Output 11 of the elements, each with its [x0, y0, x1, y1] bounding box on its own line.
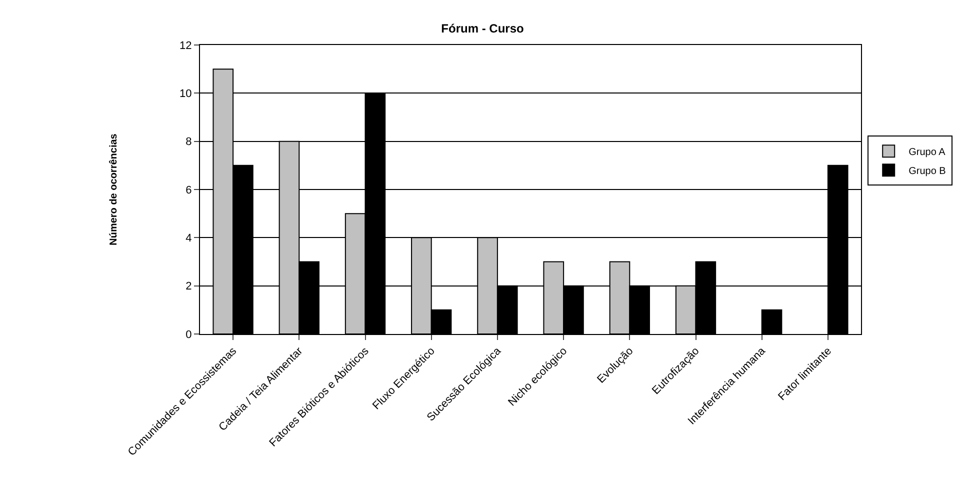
y-tick-label: 2: [186, 280, 192, 293]
y-tick-label: 10: [180, 88, 192, 100]
y-tick-label: 4: [186, 232, 192, 245]
legend-label: Grupo B: [908, 166, 946, 177]
chart-title: Fórum - Curso: [441, 22, 524, 36]
y-tick-label: 8: [186, 136, 192, 148]
y-tick-label: 6: [186, 184, 192, 196]
legend-label: Grupo A: [908, 147, 946, 158]
y-axis-title: Número de ocorrências: [108, 133, 120, 246]
y-tick-label: 12: [180, 40, 192, 52]
y-tick-label: 0: [186, 328, 192, 341]
